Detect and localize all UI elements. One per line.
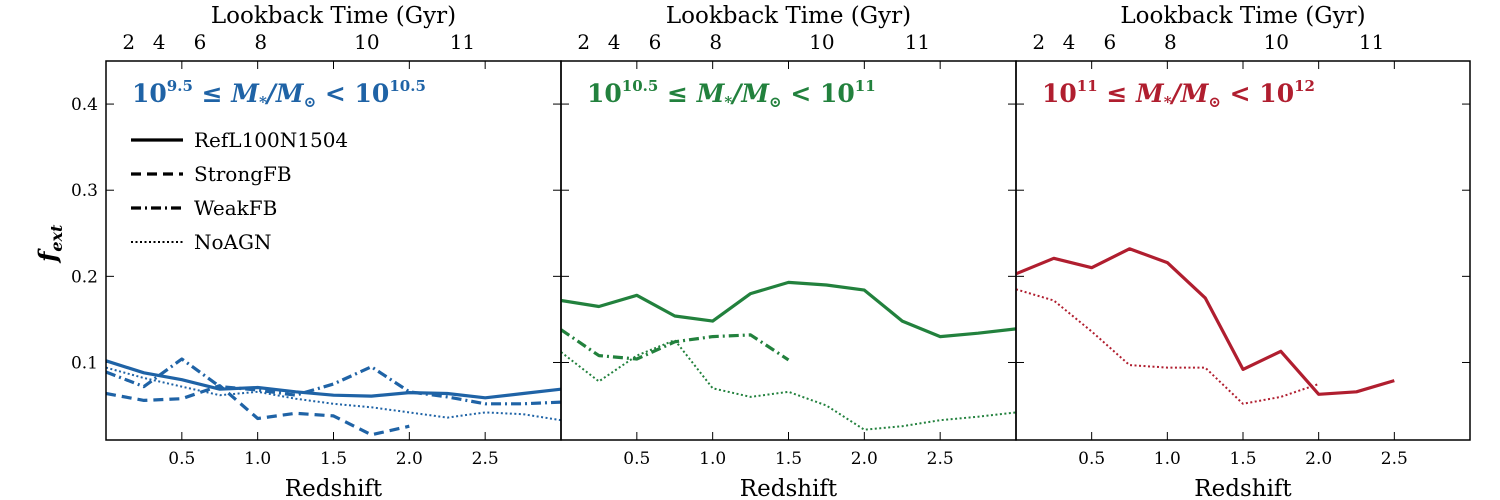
series-group-1 <box>106 357 561 437</box>
top-axis-title-3: Lookback Time (Gyr) <box>1120 3 1365 29</box>
top-axis-title-2: Lookback Time (Gyr) <box>666 3 911 29</box>
top-tick-label-2-3: 8 <box>709 30 722 54</box>
panel-title-slash-2: /M <box>730 79 770 108</box>
panel-frame-2 <box>560 60 1017 441</box>
x-axis-title-3: Redshift <box>1194 476 1292 500</box>
x-tick-label-3-2: 1.5 <box>1229 449 1256 469</box>
panel-title-exp1-2: 10.5 <box>622 77 659 95</box>
panel-title-sun-2: ⊙ <box>769 93 782 111</box>
x-tick-label-1-2: 1.5 <box>320 449 347 469</box>
panel-title-base-1: 10 <box>132 79 167 108</box>
top-tick-label-1-3: 8 <box>254 30 267 54</box>
top-tick-label-3-1: 4 <box>1063 30 1076 54</box>
panel-title-lt-2: < 10 <box>782 79 855 108</box>
legend-label-refl100n1504: RefL100N1504 <box>194 128 348 152</box>
panel-title-2: 1010.5 ≤ M*/M⊙ < 1011 <box>587 77 876 111</box>
x-tick-label-3-3: 2.0 <box>1305 449 1332 469</box>
panel-title-sub-2: * <box>724 93 732 111</box>
top-tick-label-1-2: 6 <box>194 30 207 54</box>
series-refl100n1504-panel-1 <box>106 359 561 400</box>
x-tick-label-2-1: 1.0 <box>699 449 726 469</box>
panel-title-mid-1: ≤ M <box>193 79 260 108</box>
panel-title-sun-3: ⊙ <box>1208 93 1221 111</box>
top-tick-label-2-0: 2 <box>577 30 590 54</box>
panel-title-3: 1011 ≤ M*/M⊙ < 1012 <box>1042 77 1315 111</box>
top-tick-label-3-4: 10 <box>1264 30 1289 54</box>
series-weakfb-panel-2 <box>561 328 790 362</box>
y-axis-label-sub: ext <box>47 224 66 252</box>
x-tick-label-1-3: 2.0 <box>396 449 423 469</box>
top-tick-label-2-2: 6 <box>649 30 662 54</box>
x-axis-title-1: Redshift <box>285 476 383 500</box>
top-tick-label-1-4: 10 <box>354 30 379 54</box>
panel-title-base-3: 10 <box>1042 79 1077 108</box>
series-noagn-panel-2 <box>561 339 1016 431</box>
panel-title-sun-1: ⊙ <box>304 93 317 111</box>
top-tick-label-2-1: 4 <box>608 30 621 54</box>
panel-title-lt-1: < 10 <box>316 79 389 108</box>
panel-title-mid-2: ≤ M <box>658 79 725 108</box>
panel-1: 0.5 1.0 1.5 2.0 2.5 0.1 0.2 0.3 0.4 2 4 6 8 10 11Lookb… <box>71 3 562 500</box>
panel-frame-3 <box>1015 60 1471 441</box>
panel-title-1: 109.5 ≤ M*/M⊙ < 1010.5 <box>132 77 426 111</box>
panel-title-exp1-3: 11 <box>1077 77 1098 95</box>
panel-title-exp2-3: 12 <box>1294 77 1315 95</box>
top-tick-label-1-0: 2 <box>122 30 135 54</box>
series-strongfb-panel-1 <box>106 384 410 437</box>
panel-title-exp2-2: 11 <box>855 77 876 95</box>
panel-title-exp1-1: 9.5 <box>167 77 193 95</box>
x-tick-label-1-0: 0.5 <box>168 449 195 469</box>
top-tick-label-3-5: 11 <box>1359 30 1384 54</box>
top-tick-label-3-3: 8 <box>1164 30 1177 54</box>
y-tick-label-2: 0.3 <box>71 181 98 201</box>
panel-title-lt-3: < 10 <box>1221 79 1294 108</box>
top-tick-label-1-1: 4 <box>153 30 166 54</box>
x-tick-label-1-4: 2.5 <box>472 449 499 469</box>
panel-title-sub-1: * <box>259 93 267 111</box>
panel-title-sub-3: * <box>1164 93 1172 111</box>
series-group-3 <box>1016 247 1395 405</box>
series-noagn-panel-3 <box>1016 288 1320 405</box>
x-axis-title-2: Redshift <box>740 476 838 500</box>
legend-label-strongfb: StrongFB <box>194 162 292 186</box>
top-tick-label-2-5: 11 <box>905 30 930 54</box>
panel-title-slash-1: /M <box>265 79 305 108</box>
y-tick-label-3: 0.4 <box>71 95 98 115</box>
top-axis-title-1: Lookback Time (Gyr) <box>211 3 456 29</box>
series-group-2 <box>561 280 1016 431</box>
x-tick-label-2-2: 1.5 <box>775 449 802 469</box>
x-tick-label-3-1: 1.0 <box>1154 449 1181 469</box>
panel-frame-1 <box>105 60 562 441</box>
top-tick-label-3-2: 6 <box>1103 30 1116 54</box>
panels-group: 0.5 1.0 1.5 2.0 2.50.10.20.30.42 4 6 8 10 11Lookb… <box>71 3 1471 500</box>
series-refl100n1504-panel-3 <box>1016 247 1395 396</box>
x-tick-label-2-0: 0.5 <box>623 449 650 469</box>
series-weakfb-panel-1 <box>106 357 561 406</box>
panel-title-base-2: 10 <box>587 79 622 108</box>
top-tick-label-1-5: 11 <box>450 30 475 54</box>
panel-title-mid-3: ≤ M <box>1098 79 1165 108</box>
y-axis-label-main: f <box>33 248 62 264</box>
legend: RefL100N1504 StrongFB WeakFB NoAGN <box>131 128 348 254</box>
series-refl100n1504-panel-2 <box>561 280 1016 339</box>
y-tick-label-1: 0.2 <box>71 267 98 287</box>
x-tick-label-3-4: 2.5 <box>1381 449 1408 469</box>
y-axis-label: fext <box>33 224 66 264</box>
panel-title-exp2-1: 10.5 <box>389 77 426 95</box>
y-tick-label-0: 0.1 <box>71 353 98 373</box>
legend-label-noagn: NoAGN <box>194 230 271 254</box>
x-tick-label-1-1: 1.0 <box>244 449 271 469</box>
panel-title-slash-3: /M <box>1170 79 1210 108</box>
x-tick-label-2-4: 2.5 <box>927 449 954 469</box>
series-noagn-panel-1 <box>106 366 561 422</box>
top-tick-label-3-0: 2 <box>1032 30 1045 54</box>
x-tick-label-2-3: 2.0 <box>851 449 878 469</box>
top-tick-label-2-4: 10 <box>809 30 834 54</box>
legend-label-weakfb: WeakFB <box>194 196 277 220</box>
x-tick-label-3-0: 0.5 <box>1078 449 1105 469</box>
